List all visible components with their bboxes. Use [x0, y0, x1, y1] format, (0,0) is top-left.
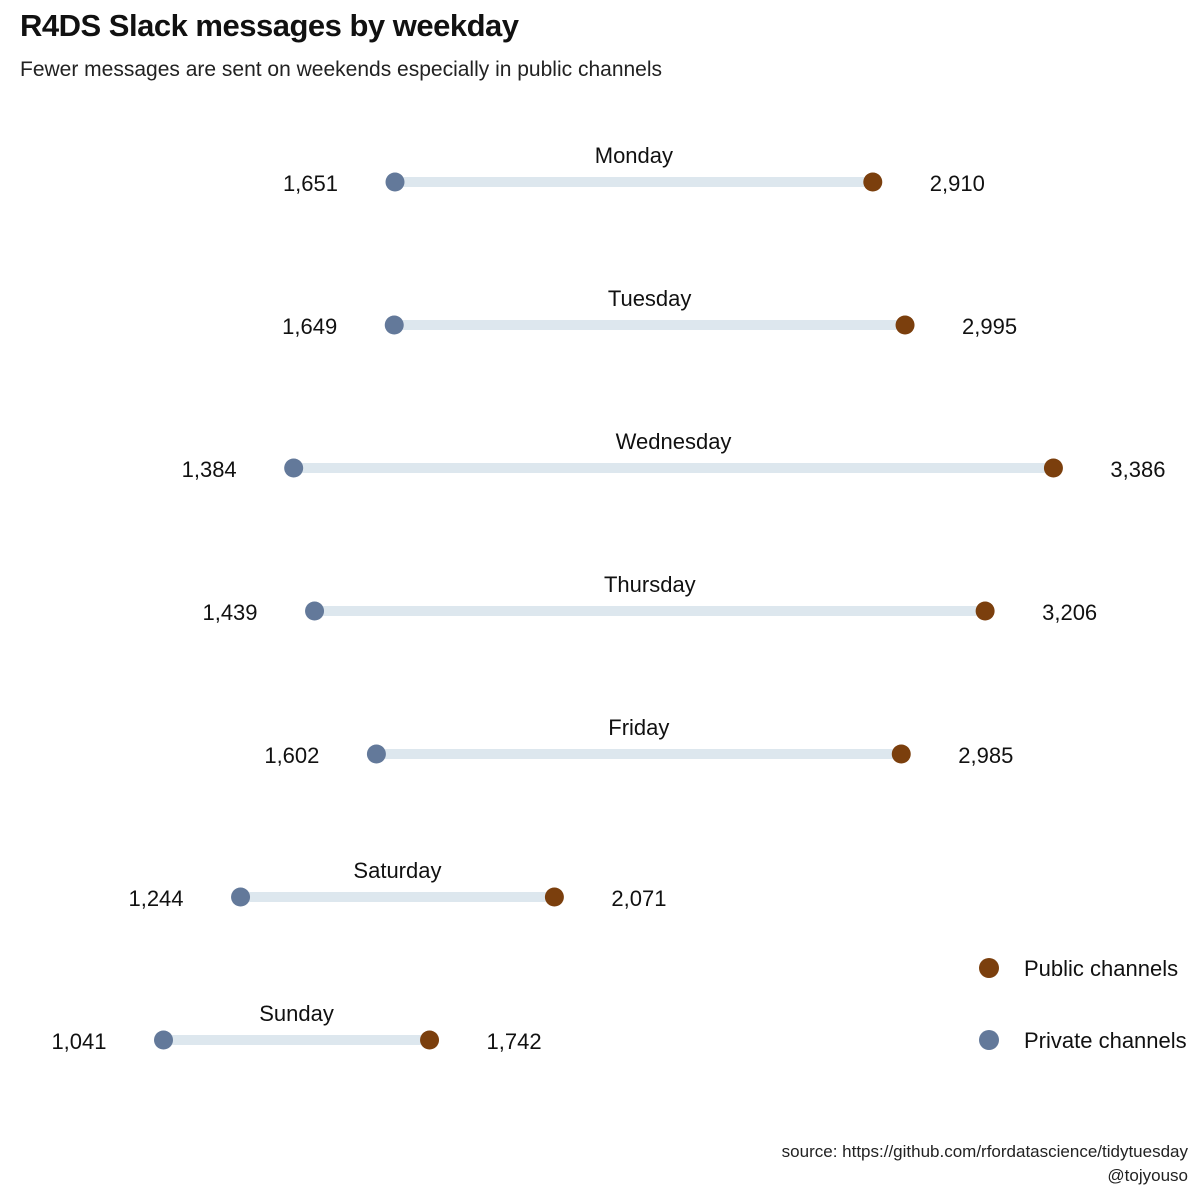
- value-label-public-saturday: 2,071: [611, 886, 666, 911]
- day-label-friday: Friday: [608, 715, 669, 740]
- value-label-private-tuesday: 1,649: [282, 314, 337, 339]
- value-label-public-friday: 2,985: [958, 743, 1013, 768]
- caption-source: source: https://github.com/rfordatascien…: [781, 1142, 1188, 1161]
- value-label-private-monday: 1,651: [283, 171, 338, 196]
- point-private-wednesday: [284, 458, 304, 478]
- day-label-sunday: Sunday: [259, 1001, 334, 1026]
- row-saturday: Saturday 1,244 2,071: [128, 858, 666, 911]
- chart-rows: Monday 1,651 2,910 Tuesday 1,649 2,995 Wednesd…: [51, 143, 1165, 1054]
- value-label-private-friday: 1,602: [264, 743, 319, 768]
- day-label-saturday: Saturday: [353, 858, 441, 883]
- row-wednesday: Wednesday 1,384 3,386: [182, 429, 1166, 482]
- row-sunday: Sunday 1,041 1,742: [51, 1001, 541, 1054]
- point-public-thursday: [975, 601, 995, 621]
- point-public-wednesday: [1043, 458, 1063, 478]
- legend-key-public: [979, 958, 999, 978]
- point-private-sunday: [154, 1030, 174, 1050]
- point-public-tuesday: [895, 315, 915, 335]
- value-label-public-wednesday: 3,386: [1110, 457, 1165, 482]
- row-thursday: Thursday 1,439 3,206: [202, 572, 1097, 625]
- chart-caption: source: https://github.com/rfordatascien…: [782, 1140, 1188, 1188]
- value-label-private-thursday: 1,439: [202, 600, 257, 625]
- point-private-monday: [385, 172, 405, 192]
- value-label-public-sunday: 1,742: [487, 1029, 542, 1054]
- chart-legend: Public channels Private channels: [979, 956, 1187, 1053]
- value-label-private-wednesday: 1,384: [182, 457, 237, 482]
- value-label-public-monday: 2,910: [930, 171, 985, 196]
- chart-subtitle: Fewer messages are sent on weekends espe…: [20, 58, 663, 81]
- point-public-friday: [891, 744, 911, 764]
- day-label-thursday: Thursday: [604, 572, 696, 597]
- row-friday: Friday 1,602 2,985: [264, 715, 1013, 768]
- point-public-sunday: [420, 1030, 440, 1050]
- point-private-saturday: [231, 887, 251, 907]
- chart-title: R4DS Slack messages by weekday: [20, 8, 519, 43]
- point-private-friday: [366, 744, 386, 764]
- point-private-tuesday: [384, 315, 404, 335]
- value-label-public-tuesday: 2,995: [962, 314, 1017, 339]
- day-label-wednesday: Wednesday: [616, 429, 732, 454]
- legend-key-private: [979, 1030, 999, 1050]
- legend-label-private: Private channels: [1024, 1028, 1187, 1053]
- point-public-saturday: [544, 887, 564, 907]
- row-tuesday: Tuesday 1,649 2,995: [282, 286, 1017, 339]
- value-label-public-thursday: 3,206: [1042, 600, 1097, 625]
- point-private-thursday: [305, 601, 325, 621]
- day-label-monday: Monday: [595, 143, 673, 168]
- legend-label-public: Public channels: [1024, 956, 1178, 981]
- row-monday: Monday 1,651 2,910: [283, 143, 985, 196]
- day-label-tuesday: Tuesday: [608, 286, 692, 311]
- caption-author: @tojyouso: [1107, 1166, 1188, 1185]
- point-public-monday: [863, 172, 883, 192]
- value-label-private-saturday: 1,244: [128, 886, 183, 911]
- value-label-private-sunday: 1,041: [51, 1029, 106, 1054]
